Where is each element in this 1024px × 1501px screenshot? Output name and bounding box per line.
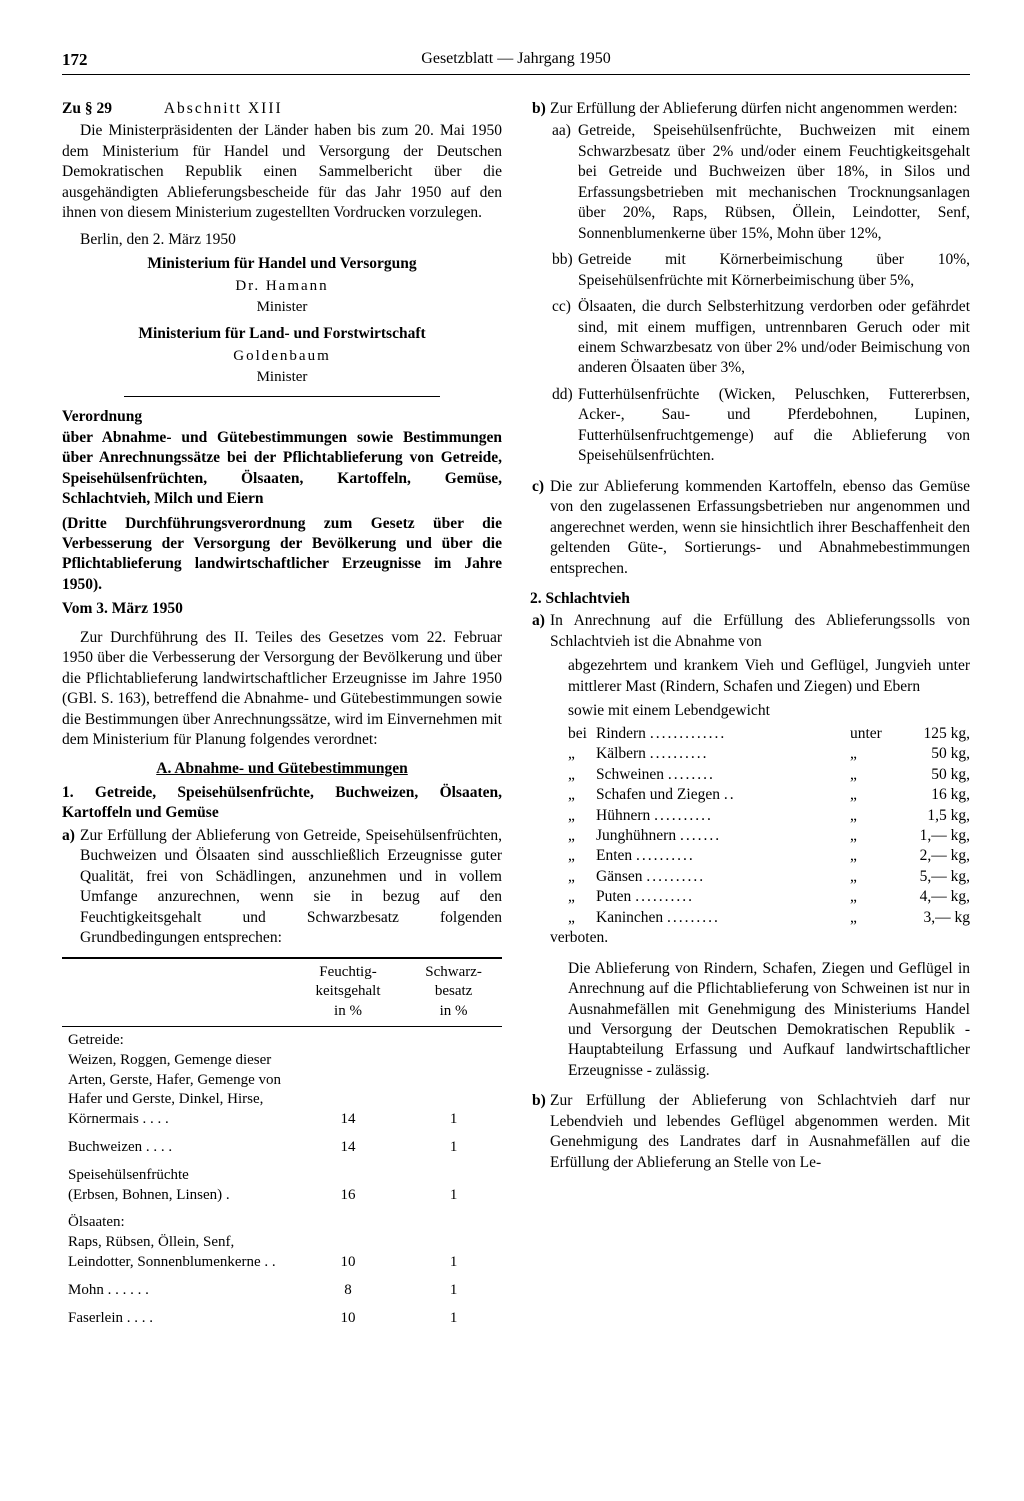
weight-row: „Schweinen ........„50 kg, [568,765,970,785]
item-2-a: a)In Anrechnung auf die Erfüllung des Ab… [550,611,970,652]
running-head: Gesetzblatt — Jahrgang 1950 [62,50,970,68]
intro-para: Zur Durchführung des II. Teiles des Gese… [62,628,502,751]
table-row: Faserlein . . . . 10 1 [62,1305,502,1333]
item-2-head: 2. Schlachtvieh [530,589,970,609]
item-1-a: a)Zur Erfüllung der Ablieferung von Getr… [80,826,502,949]
sub-dd: dd)Futterhülsenfrüchte (Wicken, Peluschk… [578,385,970,467]
weight-row: beiRindern .............unter125 kg, [568,724,970,744]
sub-bb: bb)Getreide mit Körnerbeimischung über 1… [578,250,970,291]
sig-2-title: Minister [62,368,502,388]
item-2-a-end: verboten. [550,928,970,948]
weight-row: „Gänsen ..........„5,— kg, [568,867,970,887]
weight-row: „Puten ..........„4,— kg, [568,887,970,907]
item-1-c: c)Die zur Ablieferung kommenden Kartoffe… [550,477,970,579]
ministry-1: Ministerium für Handel und Versorgung [62,254,502,274]
zu-ref: Zu § 29 [62,100,112,117]
place-date: Berlin, den 2. März 1950 [62,230,502,250]
item-2-b: b)Zur Erfüllung der Ablieferung von Schl… [550,1091,970,1173]
weight-row: „Kälbern ..........„50 kg, [568,744,970,764]
sig-1-title: Minister [62,298,502,318]
ministry-2: Ministerium für Land- und Forstwirtschaf… [62,324,502,344]
weight-row: „Schafen und Ziegen ..„16 kg, [568,785,970,805]
section-a-head: A. Abnahme- und Gütebestimmungen [62,759,502,779]
item-2-a-p2: sowie mit einem Lebendgewicht [568,701,970,721]
ordinance-title: Verordnung über Abnahme- und Gütebestimm… [62,407,502,620]
divider [124,396,440,397]
left-column: Zu § 29 Abschnitt XIII Die Ministerpräsi… [62,99,502,1332]
item-1-b: b)Zur Erfüllung der Ablieferung dürfen n… [550,99,970,119]
moisture-table: Feuchtig-keitsgehaltin % Schwarz-besatzi… [62,957,502,1333]
table-row: Getreide:Weizen, Roggen, Gemenge dieser … [62,1026,502,1133]
weight-row: „Kaninchen .........„3,— kg [568,908,970,928]
section-number: Abschnitt XIII [164,100,283,117]
item-2-a-p1: abgezehrtem und krankem Vieh und Geflüge… [568,656,970,697]
weight-row: „Enten ..........„2,— kg, [568,846,970,866]
page-number: 172 [62,50,88,70]
item-2-a-p3: Die Ablieferung von Rindern, Schafen, Zi… [568,959,970,1082]
weight-row: „Junghühnern .......„1,— kg, [568,826,970,846]
item-1-head: 1. Getreide, Speisehülsenfrüchte, Buchwe… [62,783,502,824]
sub-cc: cc)Ölsaaten, die durch Selbsterhitzung v… [578,297,970,379]
sig-1-name: Dr. Hamann [62,277,502,297]
sig-2-name: Goldenbaum [62,347,502,367]
right-column: b)Zur Erfüllung der Ablieferung dürfen n… [530,99,970,1332]
header-rule [62,74,970,75]
weight-table: beiRindern .............unter125 kg, „Kä… [568,724,970,929]
table-row: Buchweizen . . . . 14 1 [62,1134,502,1162]
weight-row: „Hühnern ..........„1,5 kg, [568,806,970,826]
table-row: Mohn . . . . . . 8 1 [62,1277,502,1305]
para-1: Die Ministerpräsidenten der Länder haben… [62,121,502,223]
table-row: Speisehülsenfrüchte(Erbsen, Bohnen, Lins… [62,1162,502,1210]
table-row: Ölsaaten:Raps, Rübsen, Öllein, Senf, Lei… [62,1209,502,1276]
sub-aa: aa)Getreide, Speisehülsenfrüchte, Buchwe… [578,121,970,244]
